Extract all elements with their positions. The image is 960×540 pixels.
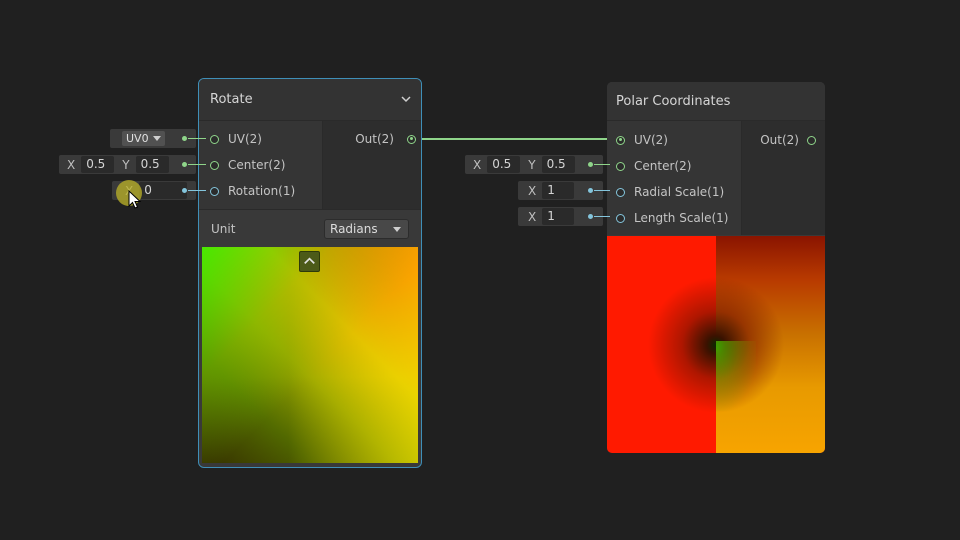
center-y-input[interactable]: 0.5 xyxy=(135,156,169,173)
polar-node-title: Polar Coordinates xyxy=(616,93,731,109)
radial-scale-field[interactable]: X 1 xyxy=(518,181,603,200)
polar-port-center-label: Center(2) xyxy=(634,159,692,173)
connector-line xyxy=(594,164,610,165)
rotate-port-center[interactable]: Center(2) xyxy=(199,152,322,178)
polar-center-y-input[interactable]: 0.5 xyxy=(541,156,575,173)
polar-preview xyxy=(607,236,825,453)
rotate-outputs-column: Out(2) xyxy=(323,121,421,209)
uv-channel-dropdown[interactable]: UV0 xyxy=(110,129,196,148)
triangle-down-icon xyxy=(152,136,161,141)
polar-port-out[interactable]: Out(2) xyxy=(742,127,825,153)
port-dot-icon[interactable] xyxy=(616,161,625,171)
radial-scale-input[interactable]: 1 xyxy=(542,182,575,199)
polar-port-length-scale[interactable]: Length Scale(1) xyxy=(607,205,741,231)
port-dot-icon[interactable] xyxy=(210,134,219,144)
polar-center-x-input[interactable]: 0.5 xyxy=(487,156,521,173)
connector-dot-icon xyxy=(182,162,187,167)
rotate-port-uv[interactable]: UV(2) xyxy=(199,126,322,152)
triangle-down-icon xyxy=(393,227,401,232)
center-x-input[interactable]: 0.5 xyxy=(81,156,115,173)
polar-port-length-label: Length Scale(1) xyxy=(634,211,729,225)
port-dot-icon[interactable] xyxy=(807,135,816,145)
rotate-center-field[interactable]: X 0.5 Y 0.5 xyxy=(59,155,196,174)
rotate-port-rotation-label: Rotation(1) xyxy=(228,184,296,198)
center-y-label: Y xyxy=(122,157,130,172)
rotate-port-center-label: Center(2) xyxy=(228,158,286,172)
length-scale-field[interactable]: X 1 xyxy=(518,207,603,226)
polar-port-radial-scale[interactable]: Radial Scale(1) xyxy=(607,179,741,205)
connector-line xyxy=(188,164,206,165)
port-dot-icon[interactable] xyxy=(616,213,625,223)
rotate-inputs-column: UV(2) Center(2) Rotation(1) xyxy=(199,121,323,209)
polar-port-out-label: Out(2) xyxy=(760,133,799,147)
rotation-input[interactable]: 0 xyxy=(139,182,188,199)
unit-dropdown-value: Radians xyxy=(330,222,378,236)
preview-toggle-button[interactable] xyxy=(299,251,320,272)
connector-line xyxy=(594,190,610,191)
polar-ports: UV(2) Center(2) Radial Scale(1) Length S… xyxy=(607,121,825,235)
unit-dropdown[interactable]: Radians xyxy=(324,219,409,239)
rotate-port-out-label: Out(2) xyxy=(355,132,394,146)
length-scale-input[interactable]: 1 xyxy=(542,208,575,225)
polar-center-x-label: X xyxy=(473,157,482,172)
polar-port-radial-label: Radial Scale(1) xyxy=(634,185,725,199)
polar-inputs-column: UV(2) Center(2) Radial Scale(1) Length S… xyxy=(607,121,742,235)
polar-node-header[interactable]: Polar Coordinates xyxy=(607,82,825,121)
unit-label: Unit xyxy=(211,222,236,236)
center-x-label: X xyxy=(67,157,76,172)
length-x-label: X xyxy=(528,209,537,224)
polar-port-uv-label: UV(2) xyxy=(634,133,668,147)
port-dot-icon[interactable] xyxy=(210,186,219,196)
connector-line xyxy=(594,216,610,217)
connector-dot-icon xyxy=(588,188,593,193)
rotate-node[interactable]: Rotate UV(2) Center(2) Rotation(1) Out(2… xyxy=(198,78,422,468)
pointer-cursor-icon xyxy=(128,190,142,209)
rotate-port-out[interactable]: Out(2) xyxy=(323,126,421,152)
polar-preview-green xyxy=(716,341,756,411)
rotate-node-header[interactable]: Rotate xyxy=(199,79,421,121)
polar-outputs-column: Out(2) xyxy=(742,121,825,235)
rotate-unit-row: Unit Radians xyxy=(199,209,421,247)
rotate-port-rotation[interactable]: Rotation(1) xyxy=(199,178,322,204)
radial-x-label: X xyxy=(528,183,537,198)
polar-port-uv[interactable]: UV(2) xyxy=(607,127,741,153)
polar-coordinates-node[interactable]: Polar Coordinates UV(2) Center(2) Radial… xyxy=(607,82,825,453)
rotate-port-uv-label: UV(2) xyxy=(228,132,262,146)
polar-center-y-label: Y xyxy=(528,157,536,172)
connector-line xyxy=(188,138,206,139)
polar-port-center[interactable]: Center(2) xyxy=(607,153,741,179)
chevron-down-icon[interactable] xyxy=(401,94,411,104)
port-dot-icon[interactable] xyxy=(210,160,219,170)
port-dot-icon[interactable] xyxy=(616,187,625,197)
connector-dot-icon xyxy=(588,162,593,167)
connector-line xyxy=(188,190,206,191)
uv-channel-value: UV0 xyxy=(126,132,149,145)
edge-rotate-to-polar[interactable] xyxy=(410,138,620,140)
port-dot-icon[interactable] xyxy=(616,135,625,145)
connector-dot-icon xyxy=(182,188,187,193)
connector-dot-icon xyxy=(182,136,187,141)
rotate-node-title: Rotate xyxy=(210,92,253,107)
chevron-up-icon xyxy=(304,257,315,265)
polar-center-field[interactable]: X 0.5 Y 0.5 xyxy=(465,155,603,174)
rotate-ports: UV(2) Center(2) Rotation(1) Out(2) xyxy=(199,121,421,209)
connector-dot-icon xyxy=(588,214,593,219)
port-dot-icon[interactable] xyxy=(407,134,416,144)
rotate-preview-overlay xyxy=(202,247,418,463)
